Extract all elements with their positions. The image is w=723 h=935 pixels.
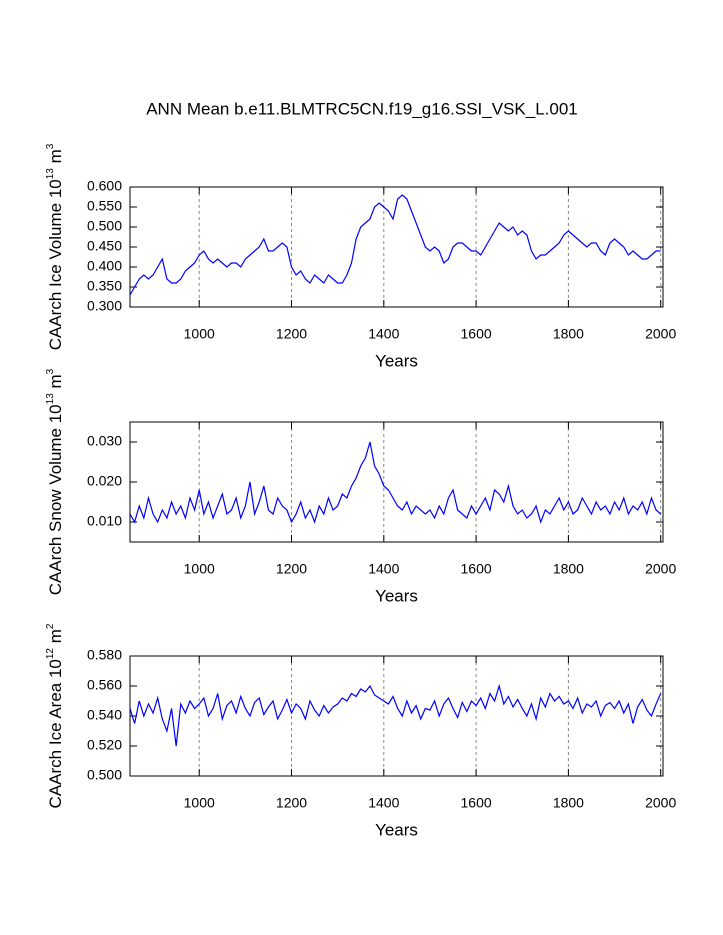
y-axis-label-exponent: 13 — [45, 168, 56, 180]
y-axis-label-exponent: 3 — [45, 143, 56, 149]
x-tick-label: 2000 — [645, 795, 676, 811]
y-axis-label-exponent: 13 — [45, 393, 56, 405]
y-axis-label-part: m — [46, 629, 65, 648]
data-line — [129, 441, 662, 524]
x-tick-label: 1800 — [553, 795, 584, 811]
y-tick-label: 0.020 — [87, 473, 122, 489]
y-tick-label: 0.400 — [87, 258, 122, 274]
data-line — [129, 194, 661, 296]
x-tick-label: 1200 — [276, 795, 307, 811]
x-tick-label: 1000 — [184, 326, 215, 342]
x-tick-label: 1000 — [184, 795, 215, 811]
y-tick-label: 0.300 — [87, 298, 122, 314]
x-tick-label: 1600 — [461, 795, 492, 811]
y-tick-label: 0.500 — [87, 218, 122, 234]
y-tick-label: 0.010 — [87, 513, 122, 529]
y-tick-label: 0.550 — [87, 198, 122, 214]
plot-frame — [129, 186, 664, 308]
y-axis-label-exponent: 12 — [45, 648, 56, 660]
y-tick-label: 0.500 — [87, 767, 122, 783]
y-axis-label-part: CAArch Ice Volume 10 — [46, 179, 65, 350]
x-tick-label: 1200 — [276, 326, 307, 342]
plot-frame — [129, 655, 664, 777]
y-axis-label-part: CAArch Snow Volume 10 — [46, 404, 65, 595]
y-tick-label: 0.600 — [87, 178, 122, 194]
x-tick-label: 1800 — [553, 326, 584, 342]
plot-frame — [129, 421, 664, 543]
y-axis-label-part: CAArch Ice Area 10 — [46, 659, 65, 808]
x-tick-label: 1400 — [368, 795, 399, 811]
x-tick-label: 1200 — [276, 561, 307, 577]
x-tick-label: 1400 — [368, 326, 399, 342]
x-tick-label: 1800 — [553, 561, 584, 577]
x-axis-label: Years — [375, 351, 418, 370]
y-axis-label-part: m — [46, 149, 65, 168]
x-tick-label: 1400 — [368, 561, 399, 577]
x-tick-label: 1600 — [461, 326, 492, 342]
y-axis-label-part: m — [46, 374, 65, 393]
y-axis-label: CAArch Snow Volume 1013 m3 — [45, 368, 66, 595]
x-tick-label: 2000 — [645, 561, 676, 577]
y-tick-label: 0.520 — [87, 737, 122, 753]
y-tick-label: 0.450 — [87, 238, 122, 254]
x-tick-label: 1600 — [461, 561, 492, 577]
y-tick-label: 0.560 — [87, 677, 122, 693]
x-tick-label: 1000 — [184, 561, 215, 577]
x-axis-label: Years — [375, 820, 418, 839]
x-tick-label: 2000 — [645, 326, 676, 342]
y-tick-label: 0.350 — [87, 278, 122, 294]
y-axis-label: CAArch Ice Volume 1013 m3 — [45, 143, 66, 350]
y-axis-label-exponent: 2 — [45, 623, 56, 629]
x-axis-label: Years — [375, 586, 418, 605]
chart-title: ANN Mean b.e11.BLMTRC5CN.f19_g16.SSI_VSK… — [146, 99, 578, 118]
y-axis-label-exponent: 3 — [45, 368, 56, 374]
data-line — [129, 683, 662, 747]
y-axis-label: CAArch Ice Area 1012 m2 — [45, 623, 66, 808]
y-tick-label: 0.030 — [87, 433, 122, 449]
y-tick-label: 0.580 — [87, 647, 122, 663]
y-tick-label: 0.540 — [87, 707, 122, 723]
